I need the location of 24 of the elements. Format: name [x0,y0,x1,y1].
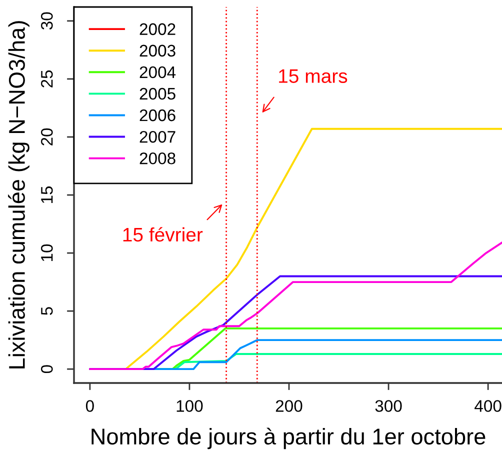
legend-label: 2002 [140,23,176,36]
y-tick-label: 10 [40,244,53,262]
ref-line-label: 15 février [123,227,203,242]
line-series [88,242,502,370]
legend-label: 2008 [140,152,176,164]
y-tick-label: 30 [40,12,53,30]
legend-label: 2006 [140,109,176,122]
x-tick-label: 200 [276,400,302,412]
x-tick-label: 0 [86,400,94,412]
legend-label: 2007 [140,130,176,143]
x-tick-label: 400 [474,400,502,412]
x-tick-label: 300 [375,400,402,412]
x-axis-title: Nombre de jours à partir du 1er octobre [92,428,486,450]
legend-label: 2005 [140,88,176,100]
y-tick-label: 25 [40,70,53,88]
y-tick-label: 15 [41,186,53,203]
legend-label: 2004 [140,66,176,78]
y-axis-title: Lixiviation cumulée (kg N−NO3/ha) [8,21,30,368]
y-tick-label: 5 [41,307,53,316]
ref-line-label: 15 mars [279,69,348,83]
legend-label: 2003 [140,44,176,57]
y-tick-label: 20 [40,128,53,146]
y-tick-label: 0 [40,365,53,374]
x-tick-label: 100 [176,400,203,412]
